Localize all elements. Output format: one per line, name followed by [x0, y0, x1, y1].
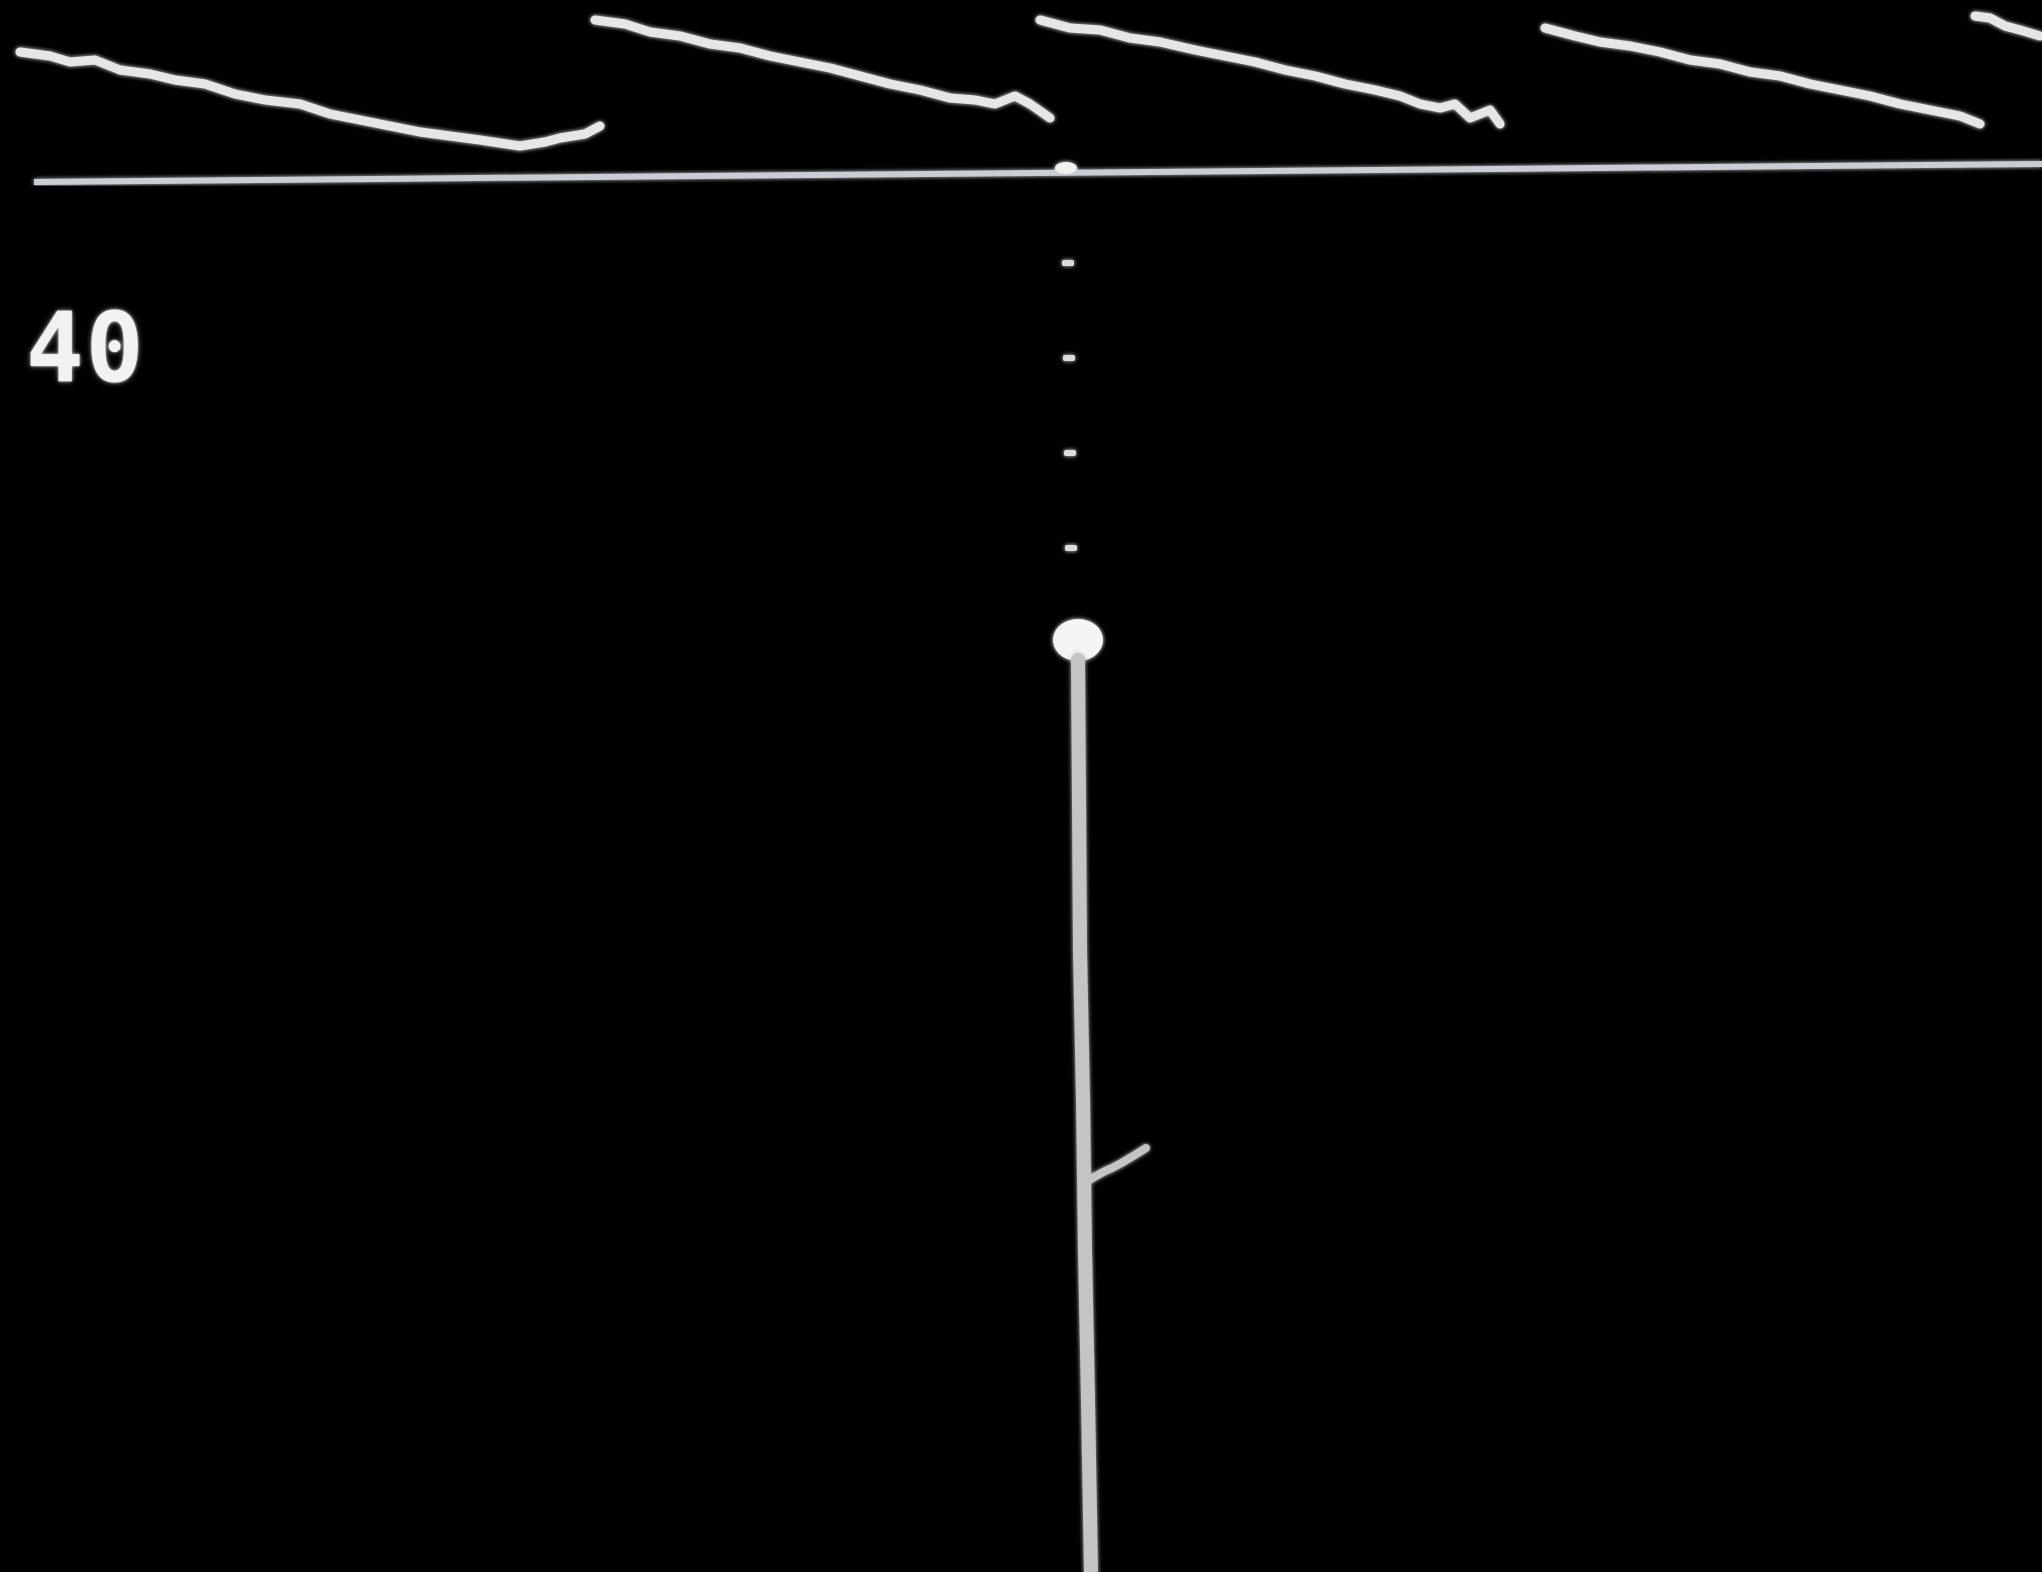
- target-1: [15, 47, 605, 151]
- launcher-rod: [1071, 653, 1098, 1572]
- target-4: [1540, 23, 1985, 129]
- horizon-line: [33, 161, 2042, 185]
- target-row: [15, 11, 2042, 151]
- target-5: [1970, 11, 2042, 41]
- trail-dot: [1065, 545, 1077, 551]
- projectile: [1053, 619, 1103, 661]
- horizon-marker: [1055, 162, 1077, 174]
- target-2: [590, 15, 1055, 123]
- score-display: 40: [26, 292, 146, 404]
- launcher-branch: [1082, 1144, 1150, 1186]
- target-3: [1035, 15, 1505, 129]
- launcher: [1071, 653, 1150, 1572]
- trail-dot: [1062, 260, 1074, 266]
- trail-dot: [1063, 355, 1075, 361]
- horizon-group: [33, 161, 2042, 185]
- projectile-trail: [1062, 260, 1077, 551]
- trail-dot: [1064, 450, 1076, 456]
